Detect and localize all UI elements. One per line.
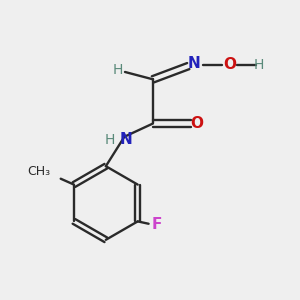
Text: N: N [120, 132, 133, 147]
Text: F: F [152, 217, 162, 232]
Text: O: O [223, 57, 236, 72]
Text: H: H [254, 58, 264, 72]
Text: CH₃: CH₃ [27, 165, 50, 178]
Text: O: O [190, 116, 204, 131]
Text: H: H [104, 133, 115, 147]
Text: N: N [188, 56, 200, 70]
Text: H: H [112, 64, 123, 77]
